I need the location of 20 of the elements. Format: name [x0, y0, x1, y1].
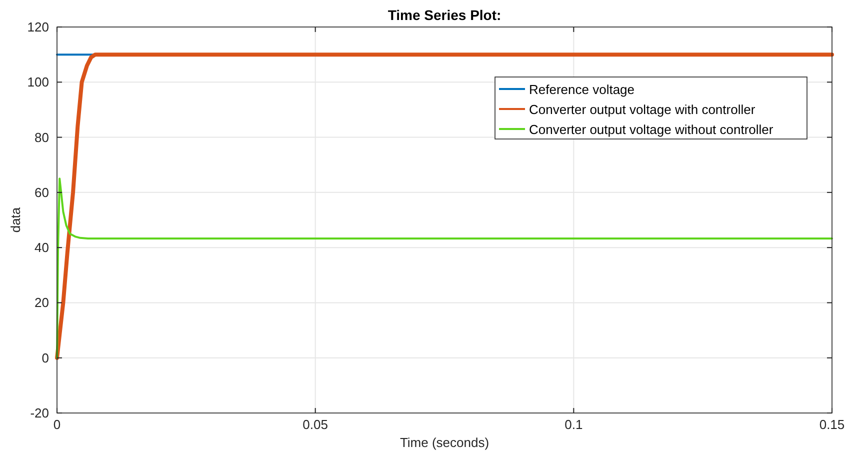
legend-label: Converter output voltage without controller [529, 122, 774, 137]
y-tick-label: 60 [34, 184, 49, 200]
line-series [56, 178, 833, 359]
chart-title: Time Series Plot: [388, 7, 502, 23]
y-tick-label: 20 [34, 295, 49, 310]
line-series [55, 52, 834, 360]
x-tick-label: 0.15 [819, 417, 845, 432]
y-axis-title: data [8, 206, 23, 233]
legend-label: Reference voltage [529, 82, 635, 97]
x-tick-label: 0.1 [564, 417, 583, 432]
y-tick-label: -20 [30, 406, 49, 420]
y-tick-label: 100 [27, 74, 49, 90]
y-tick-label: 80 [34, 130, 49, 145]
x-tick-label: 0.05 [302, 417, 328, 432]
y-tick-label: 0 [42, 350, 49, 366]
y-tick-label: 40 [34, 240, 49, 256]
x-axis-title: Time (seconds) [400, 435, 490, 450]
y-tick-label: 120 [27, 20, 49, 34]
legend-label: Converter output voltage with controller [529, 102, 756, 117]
x-tick-label: 0 [53, 417, 61, 432]
